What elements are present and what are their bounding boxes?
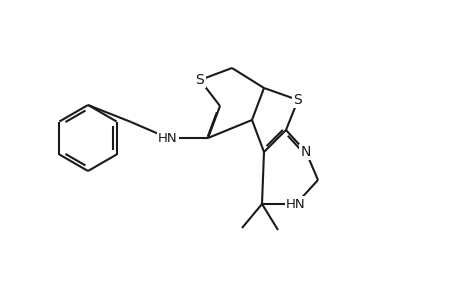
Text: HN: HN bbox=[158, 131, 178, 145]
Text: S: S bbox=[195, 73, 204, 87]
Text: N: N bbox=[300, 145, 310, 159]
Text: S: S bbox=[293, 93, 302, 107]
Text: HN: HN bbox=[285, 197, 305, 211]
